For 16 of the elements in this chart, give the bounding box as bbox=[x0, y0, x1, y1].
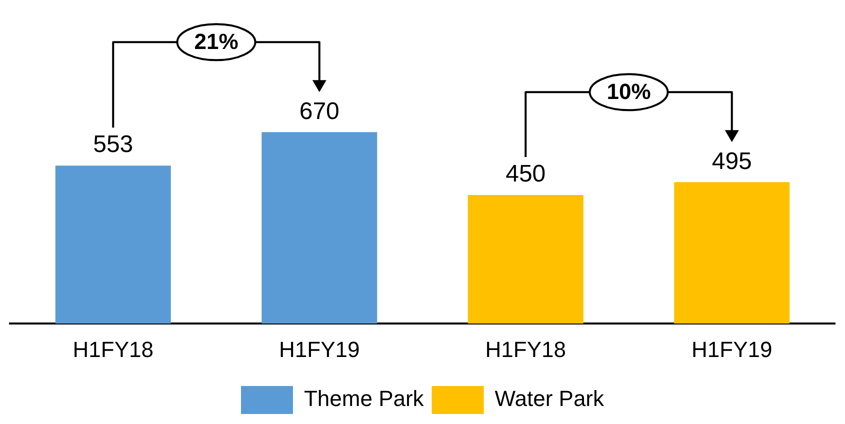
bar bbox=[674, 182, 790, 324]
data-label: 450 bbox=[506, 160, 546, 188]
data-label: 495 bbox=[712, 148, 752, 175]
bar bbox=[262, 132, 378, 324]
x-tick-label: H1FY18 bbox=[72, 336, 154, 362]
text: 21% bbox=[194, 29, 238, 54]
bar bbox=[55, 166, 171, 324]
bar bbox=[468, 195, 584, 324]
data-label: 670 bbox=[299, 98, 340, 125]
legend-label: Water Park bbox=[494, 386, 606, 412]
x-tick-label: H1FY19 bbox=[279, 336, 360, 362]
data-label: 553 bbox=[93, 131, 134, 158]
text: 10% bbox=[606, 79, 651, 104]
x-tick-label: H1FY19 bbox=[692, 336, 772, 362]
legend-label: Theme Park bbox=[304, 386, 425, 412]
x-tick-label: H1FY18 bbox=[485, 336, 566, 362]
